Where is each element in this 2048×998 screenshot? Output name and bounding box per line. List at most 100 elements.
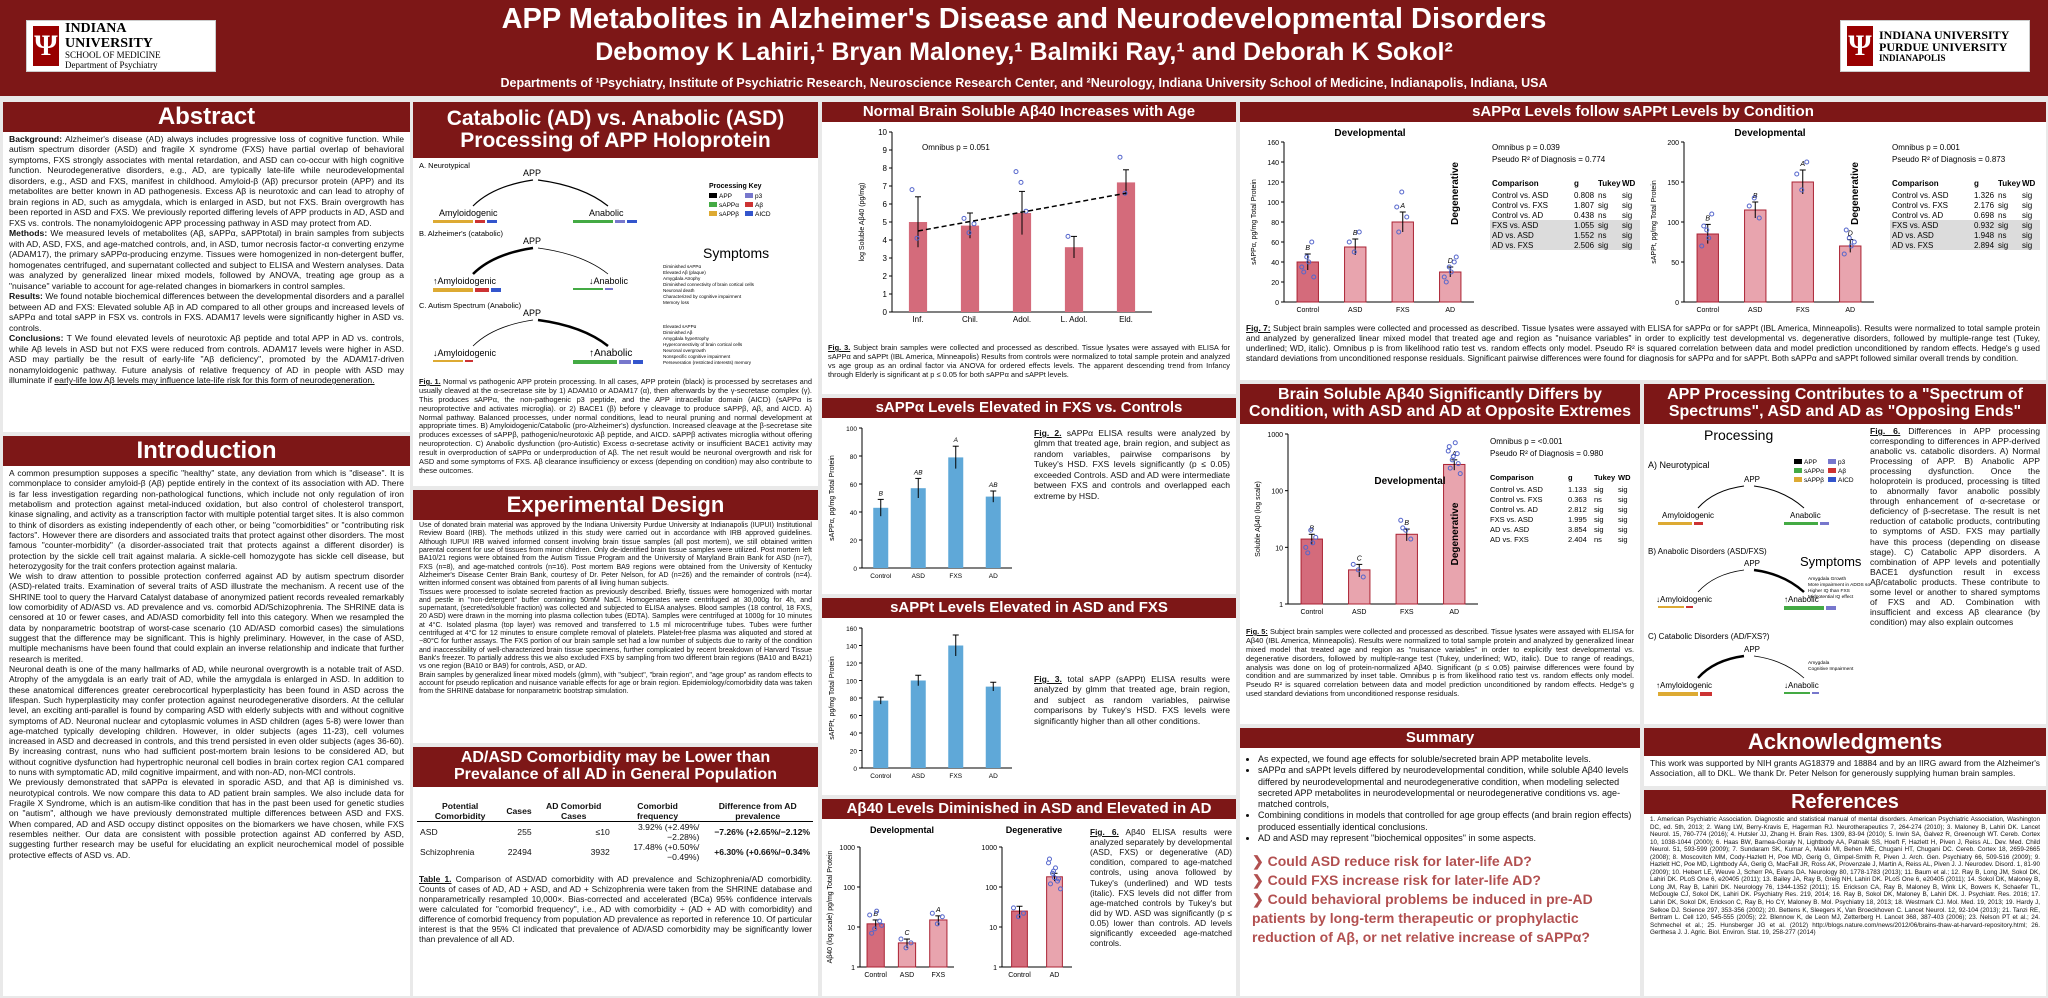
bar (908, 222, 928, 312)
data-point (1457, 471, 1463, 477)
table-cell: 2.404 (1568, 535, 1587, 544)
comorbidity-heading: AD/ASD Comorbidity may be Lower than Pre… (413, 747, 818, 787)
fig2-caption-text: sAPPα ELISA results were analyzed by glm… (1034, 428, 1231, 501)
processing-label: Processing (1704, 427, 1773, 443)
references-heading: References (1644, 790, 2046, 814)
fig6-caption: Fig. 6. Aβ40 ELISA results were analyzed… (1090, 827, 1232, 948)
data-point (1452, 440, 1458, 446)
table-cell: ns (1998, 231, 2006, 240)
experimental-design-heading: Experimental Design (413, 490, 818, 520)
data-point (1751, 195, 1757, 201)
table-cell: sig (1594, 515, 1604, 524)
summary-heading: Summary (1240, 728, 1640, 748)
key-swatch (1794, 477, 1802, 482)
catabolic-anabolic-heading: Catabolic (AD) vs. Anabolic (ASD) Proces… (413, 102, 818, 158)
key-label: sAPPβ (1804, 477, 1824, 484)
data-point (1018, 179, 1024, 185)
bar (1011, 910, 1028, 968)
key-label: AICD (1838, 477, 1854, 484)
key-swatch (745, 211, 753, 216)
data-point (1299, 264, 1305, 270)
symptom-item: Amygdala hypertrophy (663, 336, 710, 341)
data-point (1445, 448, 1451, 454)
data-point (1360, 574, 1366, 580)
data-point (1394, 204, 1400, 210)
x-tick-label: AD (1445, 307, 1455, 314)
symptom-item: Higher IQ than FXS (1808, 588, 1850, 594)
fig5-caption-label: Fig. 5: (1246, 627, 1268, 636)
table-header: Comorbid frequency (637, 801, 679, 821)
abstract-results: We found notable biochemical differences… (9, 291, 405, 333)
comorbidity-table: Potential Comorbidity Cases AD Comorbid Ca… (417, 801, 813, 862)
table-cell: AD vs. FXS (1490, 535, 1529, 544)
data-point (1453, 254, 1459, 260)
data-point (934, 921, 940, 927)
omnibus-annotation: Omnibus p = 0.051 (922, 143, 990, 152)
table-cell: 1.552 (1574, 231, 1595, 240)
table-cell: sig (1622, 191, 1632, 200)
y-tick-label: 20 (1271, 280, 1279, 287)
table-cell: FXS vs. ASD (1490, 515, 1534, 524)
abstract-background: Alzheimer's disease (AD) always includes… (9, 134, 404, 228)
y-tick-label: 20 (850, 749, 858, 756)
symptom-item: Nonspecific cognitive impairment (663, 354, 731, 359)
omnibus: Omnibus p = 0.001 (1892, 143, 1960, 152)
data-point (879, 922, 885, 928)
experimental-design-section: Experimental Design Use of donated brain… (413, 490, 818, 743)
table-cell: 1.807 (1574, 201, 1595, 210)
app-label: APP (1744, 645, 1760, 654)
table-cell: 2.506 (1574, 241, 1595, 250)
symptom-item: Amygdala (1808, 660, 1830, 666)
data-point (1443, 279, 1449, 285)
symptom-item: Amygdala Atrophy (663, 276, 701, 281)
panel-title: Developmental (1334, 128, 1405, 139)
data-point (869, 930, 875, 936)
y-tick-label: 40 (1271, 260, 1279, 267)
y-tick-label: 10 (878, 128, 887, 137)
y-tick-label: 1000 (1267, 432, 1283, 439)
table-cell: 0.363 (1568, 495, 1587, 504)
x-tick-label: Control (1296, 307, 1319, 314)
table-cell: sig (1622, 221, 1632, 230)
data-point (898, 936, 904, 942)
table-cell: sig (1618, 505, 1628, 514)
down-anabolic-label: ↓Anabolic (589, 276, 629, 286)
arrow-left (1697, 654, 1745, 679)
bar (985, 686, 1001, 768)
data-point (1756, 215, 1762, 221)
amyloidogenic-label: Amyloidogenic (1662, 511, 1714, 520)
y-tick-label: 0 (853, 766, 857, 773)
table-cell: sig (1998, 201, 2008, 210)
table1-caption: Table 1. Comparison of ASD/AD comorbidit… (413, 862, 818, 945)
summary-bullet: AD and ASD may represent "biochemical op… (1258, 833, 1634, 844)
key-label: sAPPβ (719, 211, 739, 218)
table-row: ASD 255 ≤10 3.92% (+2.49%/−2.28%) −7.26% (+2… (417, 822, 813, 842)
key-label: p3 (1838, 459, 1846, 466)
y-tick-label: 140 (846, 644, 857, 651)
table-cell: AD vs. ASD (1892, 231, 1934, 240)
fig2-heading: sAPPα Levels Elevated in FXS vs. Control… (822, 398, 1236, 418)
table-header: Tukey (1998, 179, 2021, 188)
data-point (1846, 235, 1852, 241)
table-cell: ns (1998, 191, 2006, 200)
y-tick-label: 7 (883, 182, 888, 191)
x-tick-label: ASD (900, 972, 914, 979)
key-swatch (1828, 477, 1836, 482)
key-label: Aβ (755, 202, 763, 209)
data-point (1447, 465, 1453, 471)
x-tick-label: ASD (1348, 307, 1362, 314)
bar (948, 645, 964, 768)
app-label: APP (1744, 475, 1760, 484)
table-cell: 2.894 (1974, 241, 1995, 250)
arrow-right (1753, 485, 1805, 509)
key-label: sAPPα (1804, 468, 1824, 475)
sappt-chart: 0 20 40 60 80 100 120 140 160 Control ASD FXS AD sAPP… (829, 626, 1012, 780)
symptom-item: Characterized by cognitive impairment (663, 294, 742, 299)
key-label: APP (719, 193, 732, 200)
abstract-heading: Abstract (3, 102, 410, 132)
x-tick-label: Control (870, 573, 892, 580)
app-label: APP (523, 308, 541, 318)
table-header: Comparison (1492, 179, 1539, 188)
summary-bullet: As expected, we found age effects for so… (1258, 754, 1634, 765)
